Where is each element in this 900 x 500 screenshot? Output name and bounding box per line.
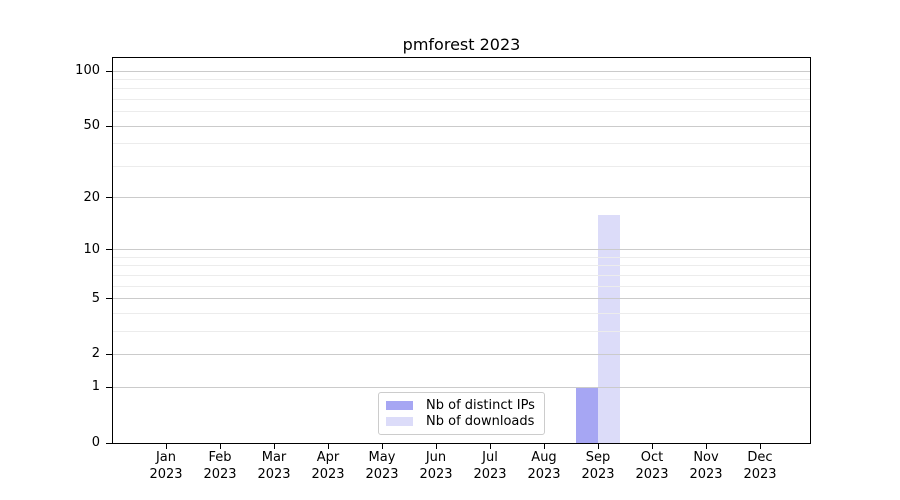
bar-downloads xyxy=(598,214,620,443)
legend: Nb of distinct IPs Nb of downloads xyxy=(378,392,545,435)
y-gridline-minor xyxy=(113,274,810,276)
y-tick xyxy=(106,298,112,300)
bar-distinct-ips xyxy=(576,387,598,443)
y-tick xyxy=(106,70,112,72)
legend-swatch-downloads xyxy=(386,417,413,427)
x-tick xyxy=(597,444,599,449)
y-tick-label: 2 xyxy=(91,346,100,362)
x-tick-label: Nov 2023 xyxy=(689,450,723,482)
x-tick xyxy=(543,444,545,449)
y-tick-label: 20 xyxy=(83,189,100,205)
y-gridline-major xyxy=(113,125,810,127)
y-gridline-major xyxy=(113,353,810,355)
x-tick-label: Dec 2023 xyxy=(743,450,777,482)
x-tick xyxy=(435,444,437,449)
y-tick xyxy=(106,386,112,388)
x-tick xyxy=(651,444,653,449)
y-tick-label: 5 xyxy=(91,290,100,306)
legend-item: Nb of downloads xyxy=(386,414,537,429)
y-gridline-minor xyxy=(113,285,810,287)
y-gridline-minor xyxy=(113,330,810,332)
chart-title: pmforest 2023 xyxy=(402,35,521,54)
y-gridline-minor xyxy=(113,99,810,101)
x-tick-label: Feb 2023 xyxy=(203,450,237,482)
x-tick xyxy=(705,444,707,449)
y-tick xyxy=(106,125,112,127)
x-tick xyxy=(489,444,491,449)
y-gridline-minor xyxy=(113,79,810,81)
y-gridline-major xyxy=(113,386,810,388)
x-tick xyxy=(219,444,221,449)
y-gridline-minor xyxy=(113,257,810,258)
x-tick-label: Jul 2023 xyxy=(473,450,507,482)
y-tick-label: 1 xyxy=(91,379,100,395)
y-gridline-minor xyxy=(113,312,810,314)
y-gridline-minor xyxy=(113,165,810,167)
x-tick-label: Apr 2023 xyxy=(311,450,345,482)
y-gridline-minor xyxy=(113,111,810,113)
legend-label: Nb of distinct IPs xyxy=(426,397,535,413)
x-tick-label: Mar 2023 xyxy=(257,450,291,482)
x-tick-label: Aug 2023 xyxy=(527,450,561,482)
y-tick xyxy=(106,197,112,199)
y-tick-label: 50 xyxy=(83,118,100,134)
y-tick-label: 100 xyxy=(75,63,100,79)
y-gridline-major xyxy=(113,249,810,251)
x-tick xyxy=(759,444,761,449)
x-tick-label: Sep 2023 xyxy=(581,450,615,482)
plot-area: 0 1 2 5 10 20 50 100 Jan 2023 Feb 2023 Mar 2023 Apr… xyxy=(75,57,811,482)
y-gridline-minor xyxy=(113,265,810,267)
x-tick-label: Jun 2023 xyxy=(419,450,453,482)
legend-label: Nb of downloads xyxy=(426,414,535,430)
y-gridline-major xyxy=(113,197,810,199)
x-tick-label: Oct 2023 xyxy=(635,450,669,482)
x-tick xyxy=(327,444,329,449)
legend-item: Nb of distinct IPs xyxy=(386,398,537,413)
y-gridline-major xyxy=(113,70,810,72)
x-tick xyxy=(381,444,383,449)
x-tick-label: May 2023 xyxy=(365,450,399,482)
y-tick-label: 0 xyxy=(91,435,100,450)
x-tick-label: Jan 2023 xyxy=(149,450,183,482)
x-tick xyxy=(165,444,167,449)
y-gridline-minor xyxy=(113,88,810,90)
x-tick xyxy=(273,444,275,449)
y-tick xyxy=(106,249,112,251)
y-gridline-minor xyxy=(113,143,810,145)
y-tick-label: 10 xyxy=(83,241,100,257)
y-gridline-major xyxy=(113,298,810,300)
y-tick xyxy=(106,442,112,444)
y-tick xyxy=(106,353,112,355)
legend-swatch-distinct-ips xyxy=(386,400,413,410)
